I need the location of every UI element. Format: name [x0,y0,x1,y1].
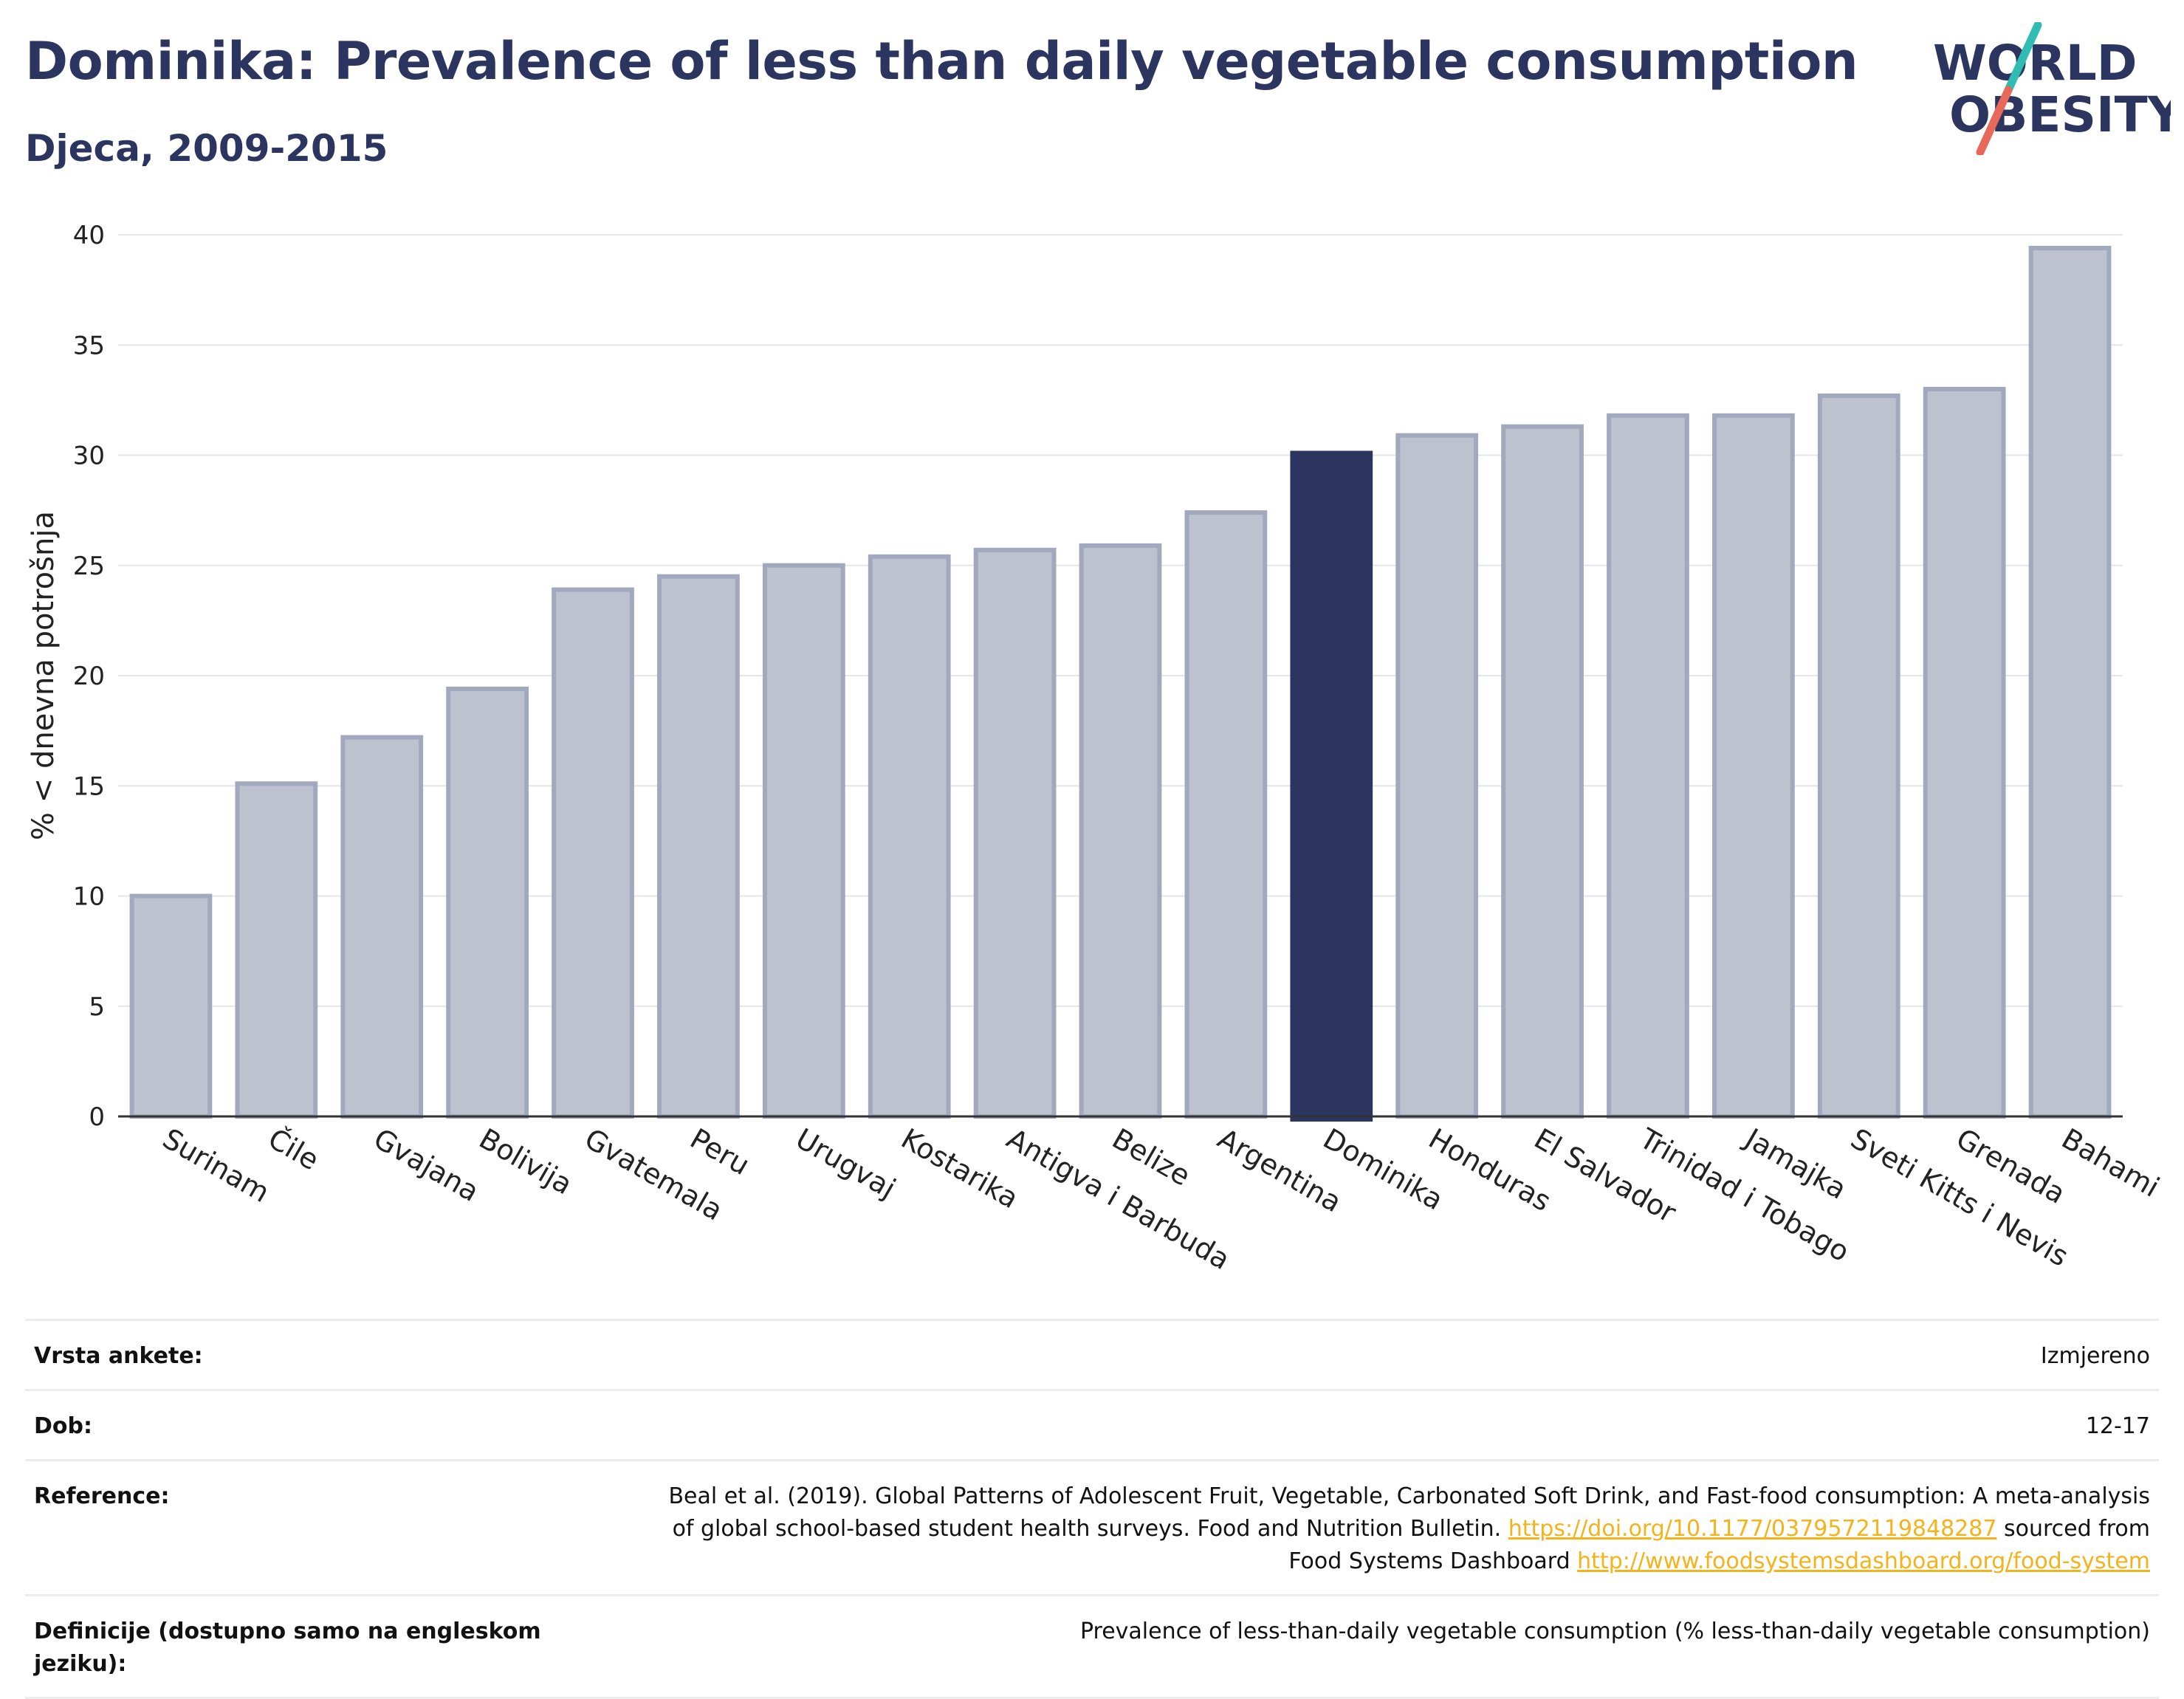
bar-belize [1079,543,1162,1119]
bar-gvajana [340,735,424,1119]
y-tick-label: 35 [73,331,105,360]
info-value: Izmjereno [2040,1343,2150,1369]
bar-honduras [1395,433,1479,1119]
y-tick-label: 5 [89,992,105,1022]
info-key: Reference: [34,1483,170,1509]
info-key: Vrsta ankete: [34,1343,203,1369]
y-tick-labels: 0 5 10 15 20 25 30 35 40 [73,221,105,1132]
bar-antigva-i-barbuda [973,547,1057,1119]
y-tick-label: 40 [73,221,105,250]
reference-text: sourced from [1996,1516,2150,1542]
x-category-label: Čile [263,1122,325,1177]
y-axis-title: % < dnevna potrošnja [27,511,61,840]
x-category-label: Kostarika [896,1122,1024,1215]
info-table: Vrsta ankete: Izmjereno Dob: 12-17 Refer… [25,1319,2159,1699]
y-tick-label: 15 [73,772,105,801]
info-key: Dob: [34,1413,92,1439]
doi-link[interactable]: https://doi.org/10.1177/0379572119848287 [1508,1516,1997,1542]
bar-kostarika [868,554,951,1119]
x-category-label: Urugvaj [790,1122,901,1205]
bar-gvatemala [552,587,634,1119]
reference-text: of global school-based student health su… [672,1516,1508,1542]
page-title: Dominika: Prevalence of less than daily … [25,31,1858,92]
x-category-label: Gvajana [368,1122,484,1208]
y-tick-label: 25 [73,552,105,581]
info-value: Prevalence of less-than-daily vegetable … [1079,1619,2150,1644]
y-tick-label: 0 [89,1102,105,1132]
x-category-label: Surinam [157,1122,275,1209]
bar-sveti-kitts-i-nevis [1817,393,1900,1119]
info-value: 12-17 [2085,1413,2150,1439]
info-row-survey-type: Vrsta ankete: Izmjereno [25,1319,2159,1389]
x-category-label: Bolivija [474,1122,578,1201]
y-tick-label: 30 [73,442,105,471]
bars [129,245,2112,1122]
bar-surinam [129,893,213,1119]
y-tick-label: 20 [73,662,105,691]
bar-el-salvador [1501,424,1584,1119]
bar-grenada [1923,386,2006,1119]
info-row-age: Dob: 12-17 [25,1389,2159,1459]
reference-line-1: Beal et al. (2019). Global Patterns of A… [668,1483,2150,1509]
reference-line-3: Food Systems Dashboard http://www.foodsy… [566,1545,2150,1578]
world-obesity-logo: WORLD OBESITY [1933,22,2171,155]
info-row-reference: Reference: Beal et al. (2019). Global Pa… [25,1459,2159,1594]
bar-dominika [1290,450,1373,1122]
bar-bolivija [446,686,529,1119]
logo-line1: WORLD [1933,35,2137,92]
reference-line-2: of global school-based student health su… [566,1513,2150,1545]
info-row-definition: Definicije (dostupno samo na engleskom j… [25,1594,2159,1699]
bar-argentina [1184,510,1268,1119]
bar-jamajka [1711,413,1795,1119]
page-subtitle: Djeca, 2009-2015 [25,127,388,170]
bar-bahami [2028,245,2112,1119]
y-tick-label: 10 [73,882,105,912]
info-value-reference: Beal et al. (2019). Global Patterns of A… [566,1480,2150,1578]
bar-čile [235,781,318,1119]
info-key: Definicije (dostupno samo na engleskom j… [34,1619,541,1677]
x-category-label: Peru [684,1122,755,1181]
logo-slash-coral [1976,86,2013,155]
reference-text: Food Systems Dashboard [1288,1548,1578,1574]
bar-urugvaj [762,563,845,1119]
logo-slash-teal [2004,22,2042,95]
x-category-label: Bahami [2056,1122,2165,1204]
bar-peru [657,574,740,1119]
bar-trinidad-i-tobago [1607,413,1689,1119]
dashboard-link[interactable]: http://www.foodsystemsdashboard.org/food… [1577,1548,2150,1574]
